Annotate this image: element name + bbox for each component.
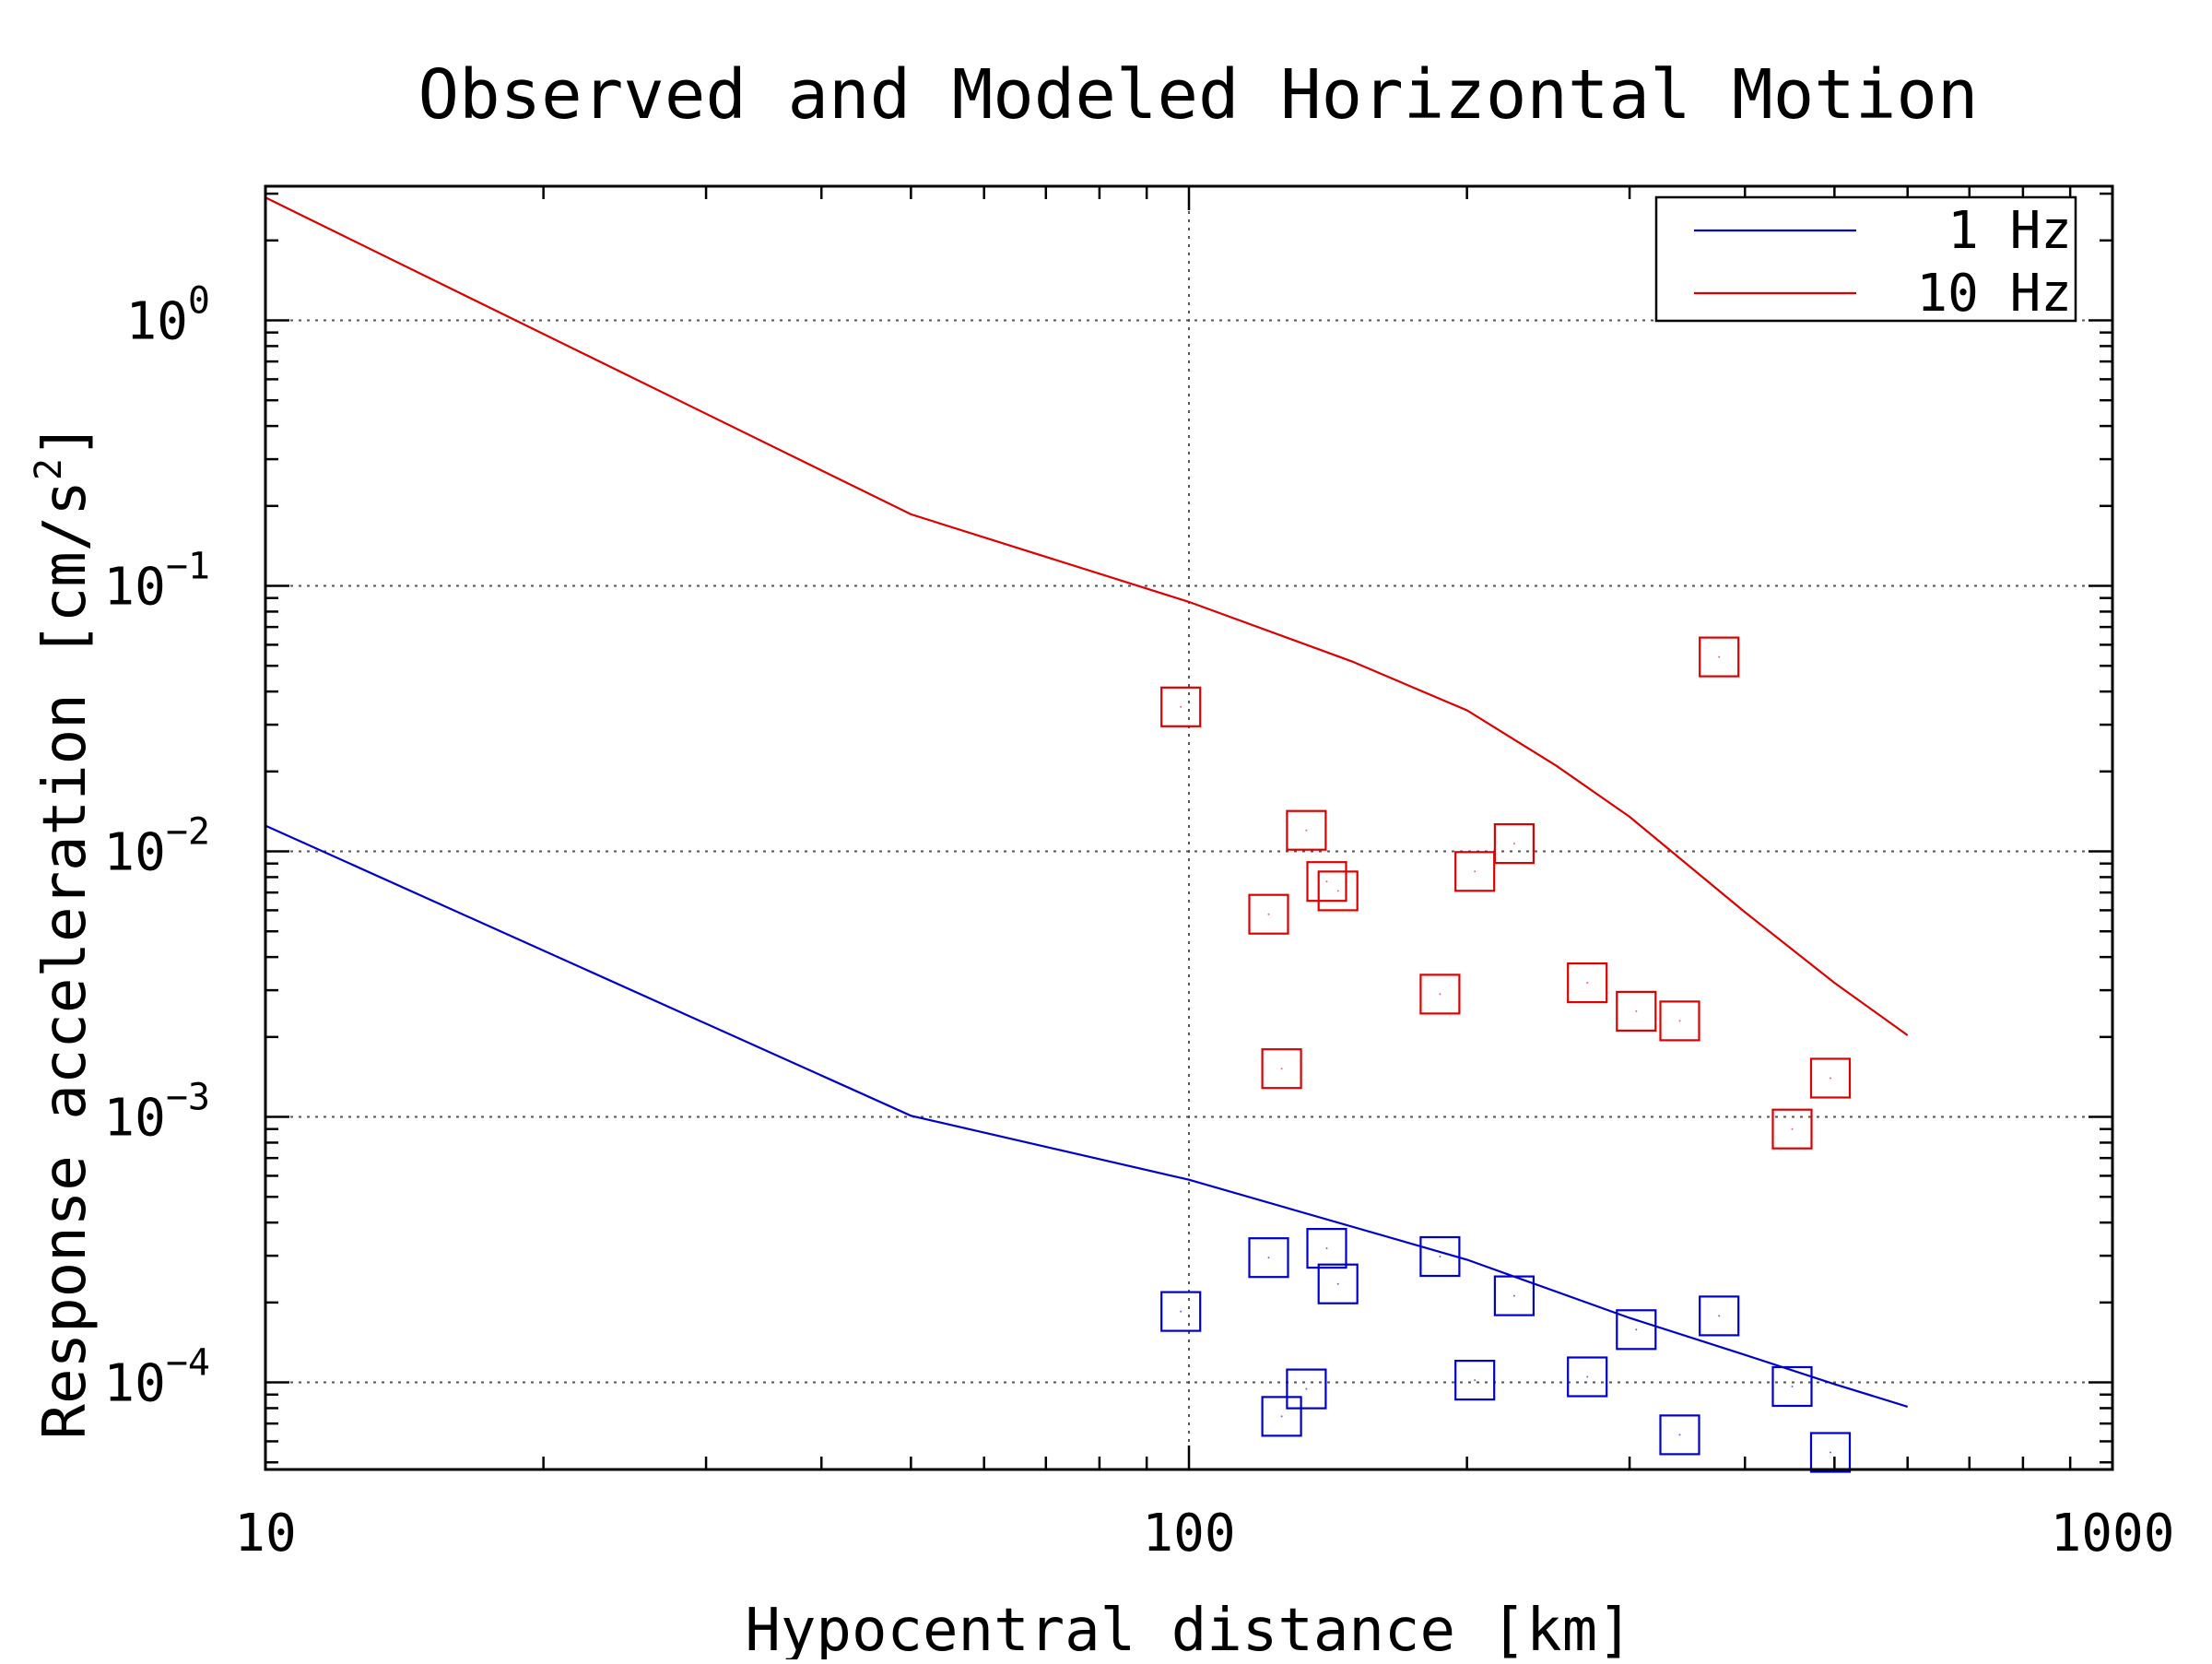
observed-point-center-10-hz (1678, 1020, 1681, 1022)
observed-point-center-1-hz (1305, 1387, 1308, 1390)
observed-point-10-hz (1567, 962, 1608, 1004)
y-tick-label: 10−2 (103, 811, 210, 883)
observed-point-center-1-hz (1267, 1257, 1270, 1259)
observed-point-10-hz (1659, 1000, 1700, 1042)
y-axis-label-main: Response acceleration [cm/s (31, 480, 100, 1439)
legend-label-10-hz: 10 Hz (1916, 264, 2072, 324)
observed-point-10-hz (1809, 1057, 1852, 1099)
observed-point-center-10-hz (1830, 1077, 1831, 1080)
observed-point-center-1-hz (1635, 1328, 1638, 1331)
observed-point-1-hz (1419, 1235, 1461, 1278)
y-tick-label: 10−4 (103, 1342, 210, 1414)
observed-point-center-1-hz (1180, 1310, 1182, 1313)
observed-point-center-1-hz (1325, 1247, 1328, 1250)
y-axis-label-group: Response acceleration [cm/s2] (28, 423, 100, 1440)
observed-point-10-hz (1286, 809, 1327, 851)
observed-point-center-10-hz (1180, 705, 1182, 708)
y-axis-label-superscript: 2 (28, 458, 70, 480)
observed-point-center-10-hz (1791, 1127, 1794, 1130)
observed-point-1-hz (1659, 1414, 1700, 1456)
observed-point-10-hz (1771, 1108, 1813, 1150)
observed-point-10-hz (1261, 1048, 1302, 1090)
observed-point-center-10-hz (1635, 1009, 1638, 1012)
legend-label-1-hz: 1 Hz (1947, 201, 2072, 261)
observed-point-1-hz (1567, 1356, 1608, 1398)
observed-point-center-1-hz (1280, 1415, 1283, 1418)
observed-point-center-1-hz (1474, 1379, 1477, 1382)
observed-point-center-10-hz (1512, 843, 1515, 845)
model-line-10-hz (265, 196, 1909, 1036)
observed-point-center-1-hz (1718, 1315, 1721, 1317)
observed-point-1-hz (1699, 1295, 1740, 1337)
observed-point-10-hz (1699, 636, 1740, 678)
observed-point-1-hz (1616, 1309, 1657, 1351)
x-axis-label: Hypocentral distance [km] (745, 1597, 1632, 1659)
observed-point-10-hz (1248, 893, 1289, 935)
observed-point-10-hz (1306, 861, 1347, 903)
observed-point-10-hz (1317, 870, 1359, 912)
observed-point-center-1-hz (1791, 1386, 1794, 1387)
observed-point-1-hz (1493, 1275, 1535, 1316)
y-tick-label: 100 (125, 279, 210, 351)
y-axis-label: Response acceleration [cm/s2] (28, 423, 100, 1440)
observed-point-center-1-hz (1512, 1294, 1515, 1297)
x-tick-label: 1000 (2051, 1504, 2175, 1564)
observed-point-center-1-hz (1439, 1256, 1441, 1257)
observed-point-center-1-hz (1678, 1434, 1681, 1436)
observed-point-1-hz (1454, 1359, 1496, 1401)
y-tick-label: 10−3 (103, 1077, 210, 1149)
observed-point-center-10-hz (1267, 913, 1270, 915)
chart-title: Observed and Modeled Horizontal Motion (418, 55, 1979, 135)
observed-point-10-hz (1616, 990, 1657, 1033)
observed-point-center-10-hz (1280, 1068, 1283, 1070)
x-tick-label: 100 (1142, 1504, 1235, 1564)
observed-point-center-10-hz (1586, 982, 1589, 985)
observed-point-center-10-hz (1474, 870, 1477, 873)
x-tick-label: 10 (234, 1504, 296, 1564)
plot-frame (264, 184, 2114, 1471)
grid-layer (265, 186, 2112, 1469)
observed-point-1-hz (1286, 1368, 1327, 1410)
observed-point-10-hz (1454, 851, 1496, 892)
observed-point-1-hz (1160, 1291, 1202, 1332)
observed-point-1-hz (1809, 1432, 1852, 1473)
observed-point-center-10-hz (1325, 880, 1328, 883)
y-axis-label-end: ] (31, 423, 100, 459)
observed-point-1-hz (1261, 1396, 1302, 1437)
observed-point-10-hz (1160, 686, 1202, 727)
observed-point-10-hz (1493, 822, 1535, 865)
legend-box (1654, 195, 2077, 323)
observed-point-1-hz (1306, 1227, 1347, 1269)
observed-point-center-10-hz (1336, 890, 1339, 892)
series-layer (265, 196, 1909, 1473)
observed-point-center-10-hz (1305, 829, 1308, 832)
observed-point-center-10-hz (1439, 993, 1441, 996)
model-line-1-hz (265, 824, 1909, 1408)
observed-point-10-hz (1419, 974, 1461, 1015)
ticks-layer: 10 100 1000 100 10−1 10−2 10−3 10−4 (103, 186, 2174, 1564)
observed-point-center-1-hz (1830, 1451, 1831, 1454)
observed-point-center-1-hz (1586, 1375, 1589, 1378)
observed-point-center-1-hz (1336, 1282, 1339, 1285)
y-tick-label: 10−1 (103, 546, 210, 618)
observed-point-1-hz (1248, 1237, 1289, 1279)
observed-point-center-10-hz (1718, 655, 1721, 658)
observed-point-1-hz (1317, 1263, 1359, 1304)
observed-point-1-hz (1771, 1365, 1813, 1408)
